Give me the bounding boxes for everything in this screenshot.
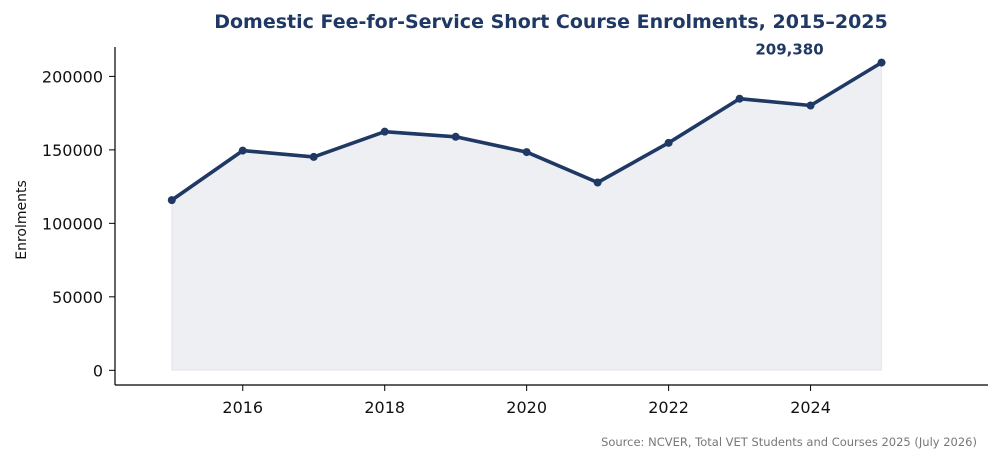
plot-area [167, 58, 886, 371]
last-value-annotation: 209,380 [755, 41, 823, 59]
data-point-2017 [309, 152, 318, 161]
data-point-2020 [522, 148, 531, 157]
data-point-2015 [167, 196, 176, 205]
data-point-2019 [451, 132, 460, 141]
y-tick-label-200000: 200000 [42, 67, 103, 86]
data-point-2021 [593, 178, 602, 187]
data-point-2023 [735, 94, 744, 103]
source-note: Source: NCVER, Total VET Students and Co… [601, 435, 977, 449]
axes: 2016 2018 2020 2022 2024 0 50000 100000 150000 2… [42, 47, 988, 417]
data-points [167, 58, 886, 205]
x-tick-label-2018: 2018 [364, 398, 405, 417]
data-point-2022 [664, 138, 673, 147]
y-tick-label-50000: 50000 [52, 288, 103, 307]
x-tick-label-2020: 2020 [506, 398, 547, 417]
x-tick-label-2016: 2016 [222, 398, 263, 417]
data-point-2018 [380, 127, 389, 136]
data-point-2016 [238, 146, 247, 155]
x-tick-label-2024: 2024 [790, 398, 831, 417]
area-fill [171, 61, 883, 371]
data-point-2024 [806, 101, 815, 110]
x-axis-ticks: 2016 2018 2020 2022 2024 [222, 385, 831, 417]
x-tick-label-2022: 2022 [648, 398, 689, 417]
y-tick-label-0: 0 [93, 361, 103, 380]
data-point-2025 [877, 58, 886, 67]
y-tick-label-150000: 150000 [42, 141, 103, 160]
y-axis-ticks: 0 50000 100000 150000 200000 [42, 67, 115, 380]
y-tick-label-100000: 100000 [42, 214, 103, 233]
y-axis-title: Enrolments [14, 180, 30, 260]
chart-title: Domestic Fee-for-Service Short Course En… [214, 11, 888, 33]
